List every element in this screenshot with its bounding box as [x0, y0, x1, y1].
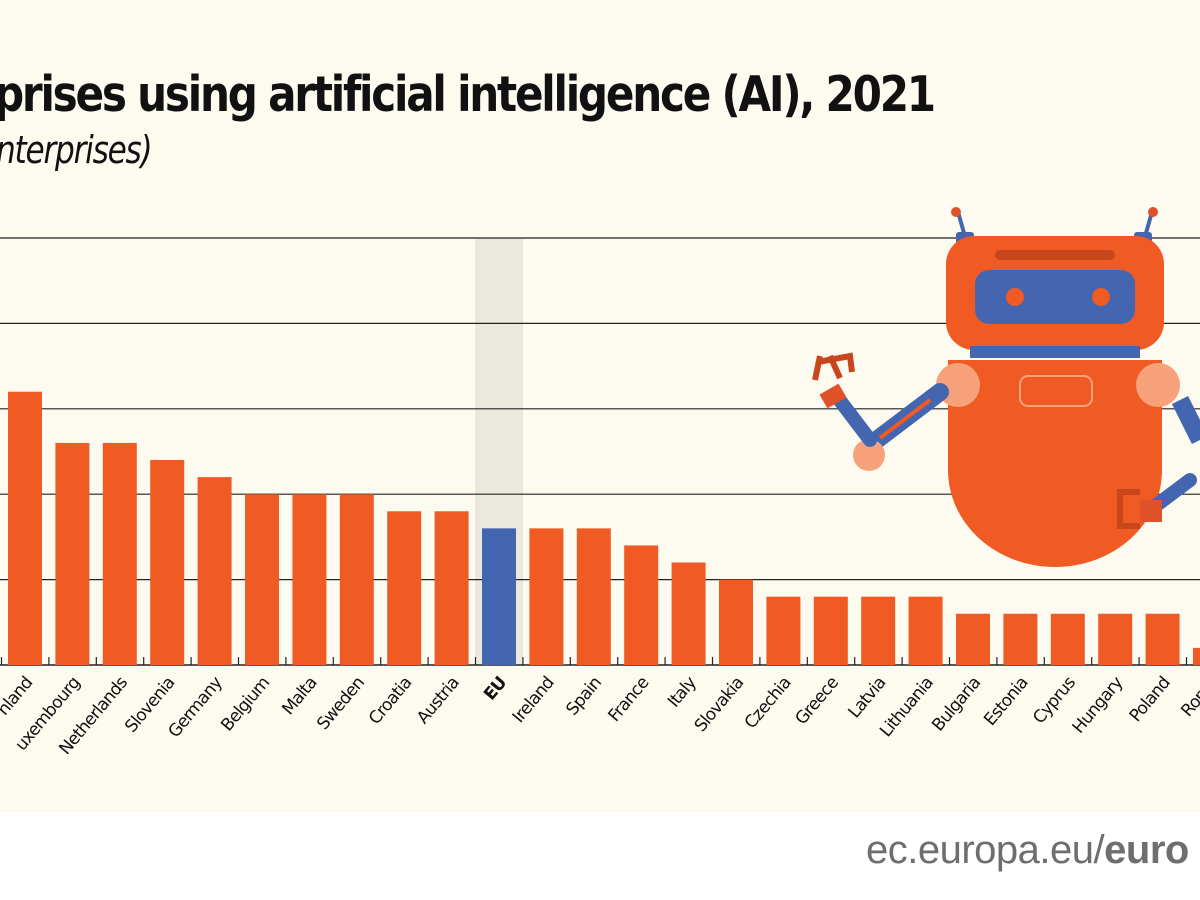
x-tick-label: Sweden: [313, 673, 368, 734]
x-tick-label: Latvia: [845, 673, 891, 722]
x-tick-label: Italy: [664, 673, 701, 712]
chart-subtitle: nterprises): [0, 128, 153, 172]
bar-sweden: [339, 494, 374, 665]
x-tick-label: nland: [0, 673, 37, 719]
bar-roma: [1193, 647, 1200, 665]
bar-chart: nlanduxembourgNetherlandsSloveniaGermany…: [0, 207, 1200, 759]
x-tick-label: Ireland: [509, 673, 559, 727]
bar-france: [624, 545, 659, 665]
bar-slovakia: [719, 579, 753, 665]
x-tick-label: Belgium: [217, 673, 274, 735]
x-tick-label: France: [604, 673, 653, 726]
bar-slovenia: [150, 460, 185, 665]
x-tick-label: Malta: [278, 673, 321, 719]
x-tick-label: Hungary: [1069, 673, 1128, 738]
bar-eu: [482, 528, 516, 665]
bar-malta: [292, 494, 327, 665]
bar-austria: [434, 511, 469, 665]
bar-germany: [197, 477, 232, 665]
x-tick-label: Spain: [562, 673, 605, 719]
bar-hungary: [1098, 613, 1133, 665]
footer-brand: euro: [1104, 828, 1189, 872]
bar-spain: [576, 528, 611, 665]
x-tick-label: Estonia: [980, 673, 1032, 730]
x-tick-label: Roma: [1177, 673, 1200, 721]
bar-netherlands: [102, 442, 137, 665]
bar-latvia: [861, 596, 896, 665]
bar-nland: [8, 391, 42, 665]
bar-bulgaria: [956, 613, 990, 665]
bar-estonia: [1003, 613, 1038, 665]
x-tick-label: Poland: [1126, 673, 1175, 726]
x-tick-label: Bulgaria: [928, 673, 985, 735]
x-tick-label: Czechia: [741, 673, 795, 733]
bar-uxembourg: [55, 442, 90, 665]
x-tick-label: Austria: [413, 673, 463, 728]
bar-greece: [813, 596, 848, 665]
bar-poland: [1145, 613, 1180, 665]
bar-italy: [671, 562, 706, 665]
bar-croatia: [387, 511, 422, 665]
bar-lithuania: [908, 596, 943, 665]
x-tick-label: EU: [480, 673, 511, 704]
footer-domain: ec.europa.eu/: [866, 828, 1105, 872]
footer-source: ec.europa.eu/euro: [866, 828, 1189, 873]
x-tick-label: Greece: [791, 673, 842, 729]
bar-czechia: [766, 596, 801, 665]
x-tick-label: Croatia: [365, 673, 416, 728]
x-tick-label: Slovakia: [691, 673, 748, 736]
bar-belgium: [245, 494, 279, 665]
bar-ireland: [529, 528, 564, 665]
chart-title: prises using artificial intelligence (AI…: [0, 66, 936, 123]
robot-illustration: [812, 207, 1200, 567]
bar-cyprus: [1050, 613, 1085, 665]
